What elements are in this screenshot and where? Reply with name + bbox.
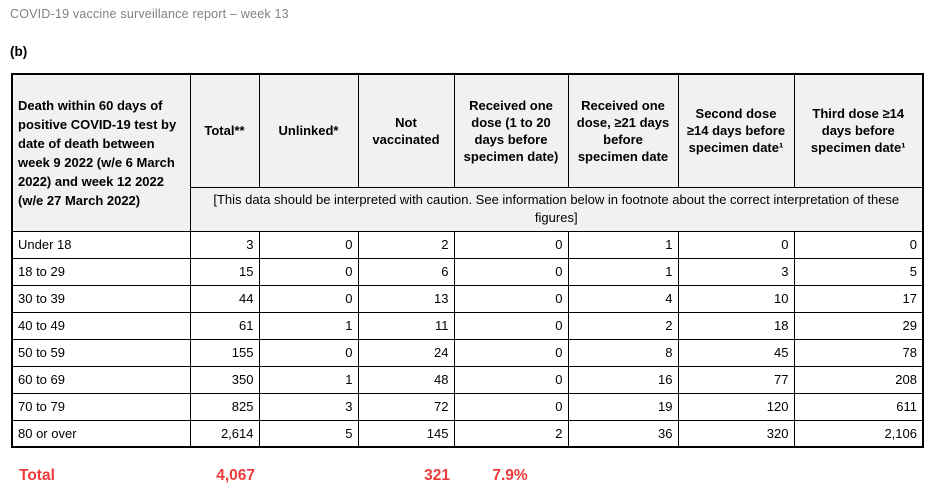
age-label-cell: 18 to 29 bbox=[11, 257, 191, 286]
value-cell: 320 bbox=[677, 419, 795, 448]
value-cell: 2 bbox=[357, 230, 455, 259]
age-label-cell: 70 to 79 bbox=[11, 392, 191, 421]
report-title: COVID-19 vaccine surveillance report – w… bbox=[10, 7, 289, 21]
totals-empty-cell bbox=[258, 459, 357, 492]
value-cell: 29 bbox=[793, 311, 924, 340]
age-row-under-18: Under 18 3 0 2 0 1 0 0 bbox=[11, 230, 924, 259]
value-cell: 18 bbox=[677, 311, 795, 340]
value-cell: 61 bbox=[189, 311, 260, 340]
column-header-not-vaccinated: Not vaccinated bbox=[357, 73, 455, 188]
value-cell: 611 bbox=[793, 392, 924, 421]
value-cell: 19 bbox=[567, 392, 679, 421]
value-cell: 0 bbox=[453, 338, 569, 367]
age-label-cell: 50 to 59 bbox=[11, 338, 191, 367]
value-cell: 5 bbox=[258, 419, 359, 448]
value-cell: 0 bbox=[258, 257, 359, 286]
value-cell: 1 bbox=[258, 311, 359, 340]
value-cell: 2 bbox=[567, 311, 679, 340]
value-cell: 0 bbox=[453, 392, 569, 421]
value-cell: 208 bbox=[793, 365, 924, 394]
age-label-cell: Under 18 bbox=[11, 230, 191, 259]
totals-empty-cell bbox=[567, 459, 677, 492]
section-label: (b) bbox=[10, 44, 28, 59]
value-cell: 24 bbox=[357, 338, 455, 367]
totals-row: Total 4,067 321 7.9% bbox=[11, 459, 922, 492]
value-cell: 0 bbox=[453, 365, 569, 394]
age-label-cell: 30 to 39 bbox=[11, 284, 191, 313]
value-cell: 77 bbox=[677, 365, 795, 394]
value-cell: 10 bbox=[677, 284, 795, 313]
column-header-one-dose-1-20: Received one dose (1 to 20 days before s… bbox=[453, 73, 569, 188]
value-cell: 0 bbox=[258, 230, 359, 259]
value-cell: 3 bbox=[189, 230, 260, 259]
value-cell: 8 bbox=[567, 338, 679, 367]
value-cell: 350 bbox=[189, 365, 260, 394]
age-row-18-29: 18 to 29 15 0 6 0 1 3 5 bbox=[11, 257, 924, 286]
value-cell: 6 bbox=[357, 257, 455, 286]
column-header-total: Total** bbox=[189, 73, 260, 188]
value-cell: 13 bbox=[357, 284, 455, 313]
value-cell: 2,614 bbox=[189, 419, 260, 448]
value-cell: 48 bbox=[357, 365, 455, 394]
value-cell: 36 bbox=[567, 419, 679, 448]
age-row-60-69: 60 to 69 350 1 48 0 16 77 208 bbox=[11, 365, 924, 394]
value-cell: 145 bbox=[357, 419, 455, 448]
column-header-third-dose: Third dose ≥14 days before specimen date… bbox=[793, 73, 924, 188]
age-label-cell: 80 or over bbox=[11, 419, 191, 448]
value-cell: 4 bbox=[567, 284, 679, 313]
value-cell: 17 bbox=[793, 284, 924, 313]
value-cell: 3 bbox=[677, 257, 795, 286]
table-header-row: Death within 60 days of positive COVID-1… bbox=[11, 73, 924, 232]
column-header-second-dose: Second dose ≥14 days before specimen dat… bbox=[677, 73, 795, 188]
age-row-70-79: 70 to 79 825 3 72 0 19 120 611 bbox=[11, 392, 924, 421]
value-cell: 1 bbox=[567, 230, 679, 259]
value-cell: 72 bbox=[357, 392, 455, 421]
value-cell: 5 bbox=[793, 257, 924, 286]
surveillance-table: Death within 60 days of positive COVID-1… bbox=[11, 73, 924, 448]
value-cell: 78 bbox=[793, 338, 924, 367]
table-container: Death within 60 days of positive COVID-1… bbox=[11, 73, 924, 448]
value-cell: 16 bbox=[567, 365, 679, 394]
age-row-50-59: 50 to 59 155 0 24 0 8 45 78 bbox=[11, 338, 924, 367]
row-header-cell: Death within 60 days of positive COVID-1… bbox=[11, 73, 191, 232]
total-percent-value: 7.9% bbox=[492, 466, 528, 484]
age-label-cell: 60 to 69 bbox=[11, 365, 191, 394]
value-cell: 3 bbox=[258, 392, 359, 421]
caution-row: [This data should be interpreted with ca… bbox=[12, 186, 924, 232]
total-not-vaccinated-value: 321 bbox=[424, 466, 450, 484]
column-header-one-dose-21: Received one dose, ≥21 days before speci… bbox=[567, 73, 679, 188]
value-cell: 0 bbox=[453, 257, 569, 286]
age-row-30-39: 30 to 39 44 0 13 0 4 10 17 bbox=[11, 284, 924, 313]
total-deaths-value: 4,067 bbox=[216, 466, 255, 484]
value-cell: 0 bbox=[453, 230, 569, 259]
value-cell: 155 bbox=[189, 338, 260, 367]
value-cell: 0 bbox=[677, 230, 795, 259]
age-label-cell: 40 to 49 bbox=[11, 311, 191, 340]
value-cell: 0 bbox=[793, 230, 924, 259]
value-cell: 15 bbox=[189, 257, 260, 286]
caution-note-cell: [This data should be interpreted with ca… bbox=[189, 186, 924, 232]
value-cell: 0 bbox=[258, 284, 359, 313]
value-cell: 120 bbox=[677, 392, 795, 421]
age-row-80-over: 80 or over 2,614 5 145 2 36 320 2,106 bbox=[11, 419, 924, 448]
value-cell: 1 bbox=[258, 365, 359, 394]
value-cell: 44 bbox=[189, 284, 260, 313]
age-row-40-49: 40 to 49 61 1 11 0 2 18 29 bbox=[11, 311, 924, 340]
value-cell: 0 bbox=[453, 311, 569, 340]
total-label: Total bbox=[19, 466, 55, 484]
value-cell: 0 bbox=[258, 338, 359, 367]
value-cell: 0 bbox=[453, 284, 569, 313]
value-cell: 45 bbox=[677, 338, 795, 367]
value-cell: 825 bbox=[189, 392, 260, 421]
value-cell: 1 bbox=[567, 257, 679, 286]
column-header-unlinked: Unlinked* bbox=[258, 73, 359, 188]
totals-empty-cell bbox=[793, 459, 922, 492]
value-cell: 2,106 bbox=[793, 419, 924, 448]
value-cell: 11 bbox=[357, 311, 455, 340]
totals-empty-cell bbox=[677, 459, 793, 492]
value-cell: 2 bbox=[453, 419, 569, 448]
